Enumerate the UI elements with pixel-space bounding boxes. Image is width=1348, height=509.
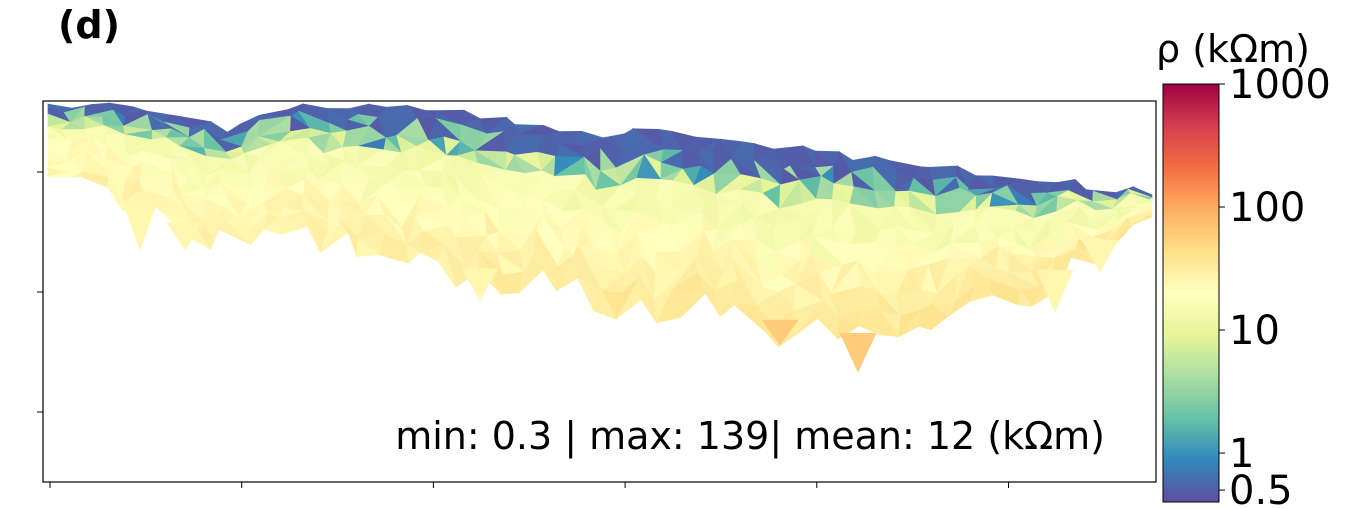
mesh-cell (500, 274, 521, 295)
mesh-cell (1018, 290, 1033, 307)
mesh-cell (988, 278, 1019, 306)
colorbar-title: ρ (kΩm) (1156, 27, 1310, 71)
mesh-spike (461, 268, 499, 301)
mesh-cell (1070, 248, 1096, 265)
colorbar-tick-label: 10 (1229, 308, 1280, 354)
panel-label: (d) (58, 3, 120, 47)
mesh-cell (218, 219, 251, 245)
colorbar: ρ (kΩm) 1000 100 10 10.5 (1156, 27, 1331, 509)
colorbar-bar (1162, 83, 1220, 503)
colorbar-tick-label: 0.5 (1229, 468, 1293, 509)
mesh-cell (406, 244, 421, 264)
mesh-cell (1128, 215, 1153, 226)
x-ticks (49, 482, 1201, 488)
mesh-spike (839, 332, 877, 373)
mesh-cell (278, 217, 309, 235)
mesh-cell (930, 303, 949, 331)
mesh-spike (761, 319, 799, 346)
mesh-cell (437, 243, 456, 288)
mesh-cell (356, 237, 381, 257)
mesh-cell (246, 229, 265, 246)
mesh-cell (671, 289, 706, 319)
colorbar-tick-label: 100 (1229, 185, 1305, 231)
section-axes: min: 0.3 | max: 139| mean: 12 (kΩm) (37, 100, 1201, 488)
mesh-cell (535, 249, 557, 292)
mesh-spike (166, 222, 204, 251)
mesh-cell (107, 176, 124, 212)
mesh-spike (1081, 239, 1119, 273)
mesh-cell (879, 310, 900, 338)
colorbar-tick-label: 1000 (1229, 62, 1331, 108)
mesh-cell (918, 309, 932, 331)
mesh-spike (121, 199, 159, 251)
colorbar-tick-label: 1 (1229, 431, 1254, 477)
resistivity-section (46, 102, 1153, 373)
mesh-cell (303, 211, 321, 253)
stats-annotation: min: 0.3 | max: 139| mean: 12 (kΩm) (395, 414, 1105, 459)
mesh-cell (210, 228, 220, 250)
colorbar-ticks: 1000 100 10 10.5 (1219, 62, 1331, 509)
mesh-cell (593, 290, 617, 320)
y-ticks (37, 171, 43, 413)
mesh-cell (639, 277, 657, 323)
mesh-cell (80, 171, 108, 188)
mesh-spike (1036, 269, 1074, 313)
mesh-cell (858, 308, 880, 336)
